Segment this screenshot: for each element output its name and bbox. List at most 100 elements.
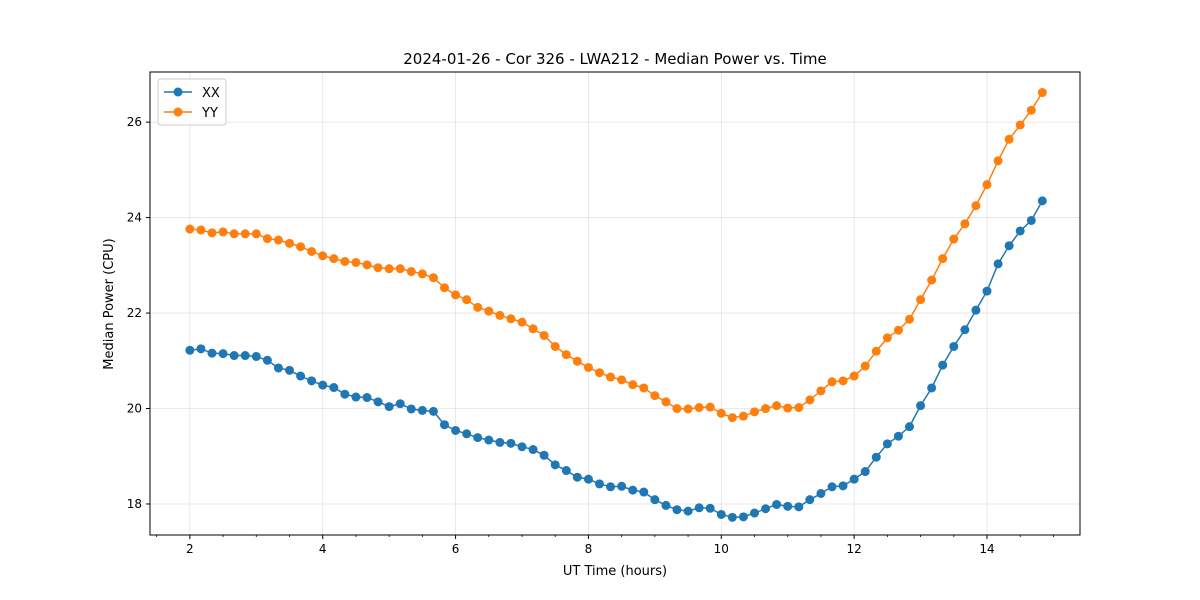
data-point-xx (860, 467, 870, 477)
data-point-yy (196, 225, 206, 235)
data-point-xx (185, 345, 195, 355)
data-point-xx (882, 439, 892, 449)
data-point-yy (694, 403, 704, 413)
data-point-xx (1026, 215, 1036, 225)
data-point-xx (805, 495, 815, 505)
data-point-yy (406, 267, 416, 277)
data-point-xx (240, 351, 250, 361)
data-point-xx (1004, 241, 1014, 251)
data-point-xx (506, 438, 516, 448)
data-point-yy (871, 346, 881, 356)
data-point-yy (539, 330, 549, 340)
data-point-yy (716, 408, 726, 418)
data-point-xx (273, 363, 283, 373)
data-point-yy (761, 404, 771, 414)
x-tick-label: 2 (186, 542, 194, 556)
data-point-xx (439, 420, 449, 430)
x-tick-label: 4 (319, 542, 327, 556)
data-point-yy (550, 341, 560, 351)
data-point-yy (484, 306, 494, 316)
data-point-xx (539, 450, 549, 460)
data-point-yy (251, 229, 261, 239)
data-point-xx (528, 445, 538, 455)
data-point-yy (218, 227, 228, 237)
data-point-yy (307, 246, 317, 256)
data-point-xx (595, 479, 605, 489)
x-tick-label: 8 (585, 542, 593, 556)
data-point-yy (351, 257, 361, 267)
data-point-yy (938, 254, 948, 264)
data-point-yy (683, 404, 693, 414)
x-tick-label: 6 (452, 542, 460, 556)
data-point-yy (506, 314, 516, 324)
data-point-yy (439, 283, 449, 293)
data-point-yy (827, 377, 837, 387)
data-point-xx (938, 360, 948, 370)
data-point-yy (462, 295, 472, 305)
data-point-yy (285, 238, 294, 248)
data-point-xx (916, 401, 926, 411)
data-point-yy (838, 376, 848, 386)
legend-label-xx: XX (202, 86, 220, 101)
data-point-yy (606, 372, 616, 382)
data-point-yy (882, 333, 892, 343)
data-point-xx (838, 481, 848, 491)
data-point-yy (783, 403, 793, 413)
data-point-yy (229, 229, 239, 239)
data-point-yy (262, 234, 272, 244)
data-point-yy (772, 401, 782, 411)
data-point-xx (650, 495, 660, 505)
series-yy (185, 88, 1047, 423)
legend: XX YY (157, 78, 227, 126)
legend-label-yy: YY (201, 106, 218, 121)
data-point-xx (384, 402, 394, 412)
data-point-yy (240, 229, 250, 239)
data-point-xx (694, 503, 704, 513)
data-point-xx (904, 422, 914, 432)
data-point-yy (705, 402, 715, 412)
data-point-yy (451, 290, 461, 300)
y-axis-label: Median Power (CPU) (102, 238, 117, 369)
data-point-yy (517, 317, 527, 327)
data-point-yy (428, 273, 438, 283)
data-point-xx (473, 433, 483, 443)
data-point-xx (395, 399, 405, 409)
data-point-yy (362, 260, 372, 270)
data-point-xx (960, 325, 970, 335)
data-point-xx (1037, 196, 1047, 206)
data-point-xx (218, 349, 228, 359)
data-point-xx (550, 460, 560, 470)
data-point-xx (207, 348, 217, 358)
data-point-xx (262, 355, 272, 365)
data-point-yy (617, 375, 627, 385)
data-point-xx (794, 502, 804, 512)
data-point-yy (417, 269, 427, 279)
data-point-yy (661, 397, 671, 407)
data-point-yy (750, 407, 759, 417)
data-point-xx (761, 504, 771, 514)
y-tick-label: 18 (127, 497, 142, 511)
data-point-xx (716, 509, 726, 519)
x-tick-label: 14 (979, 542, 994, 556)
data-point-xx (783, 501, 793, 511)
data-point-yy (727, 413, 737, 423)
data-point-xx (871, 452, 881, 462)
data-point-xx (683, 506, 693, 516)
data-point-yy (1037, 88, 1047, 98)
data-point-xx (827, 482, 837, 492)
data-point-yy (805, 395, 815, 405)
data-point-yy (971, 201, 981, 211)
data-point-yy (318, 251, 328, 261)
x-tick-label: 10 (714, 542, 729, 556)
data-point-yy (528, 324, 538, 334)
data-point-xx (1015, 226, 1025, 236)
data-point-yy (949, 234, 959, 244)
data-point-xx (738, 512, 748, 522)
data-point-yy (794, 403, 804, 413)
data-point-yy (982, 180, 992, 190)
x-tick-label: 12 (847, 542, 862, 556)
data-point-yy (561, 350, 571, 360)
data-point-yy (816, 386, 826, 396)
grid (150, 72, 1080, 535)
data-point-xx (727, 512, 737, 522)
